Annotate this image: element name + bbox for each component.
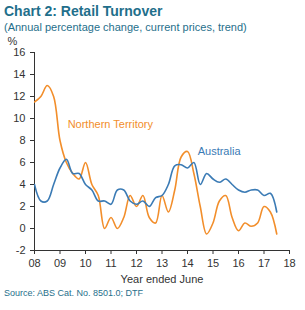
svg-text:12: 12 xyxy=(13,90,25,102)
svg-text:Northern Territory: Northern Territory xyxy=(68,118,154,130)
svg-text:15: 15 xyxy=(207,257,219,269)
svg-text:Year ended June: Year ended June xyxy=(121,273,204,285)
svg-text:16: 16 xyxy=(13,46,25,58)
svg-text:10: 10 xyxy=(13,112,25,124)
svg-text:14: 14 xyxy=(181,257,193,269)
html-text:Chart 2: Retail Turnover: Chart 2: Retail Turnover xyxy=(4,3,163,19)
svg-text:17: 17 xyxy=(258,257,270,269)
svg-text:18: 18 xyxy=(283,257,295,269)
svg-text:6: 6 xyxy=(19,156,25,168)
svg-text:-2: -2 xyxy=(16,244,26,256)
svg-text:2: 2 xyxy=(19,200,25,212)
svg-text:11: 11 xyxy=(105,257,116,269)
svg-text:8: 8 xyxy=(19,134,25,146)
svg-text:16: 16 xyxy=(232,257,244,269)
svg-text:12: 12 xyxy=(130,257,142,269)
svg-text:13: 13 xyxy=(156,257,168,269)
html-text:(Annual percentage change, cur: (Annual percentage change, current price… xyxy=(4,21,247,33)
svg-text:08: 08 xyxy=(28,257,40,269)
svg-text:%: % xyxy=(8,35,18,47)
svg-text:Australia: Australia xyxy=(198,145,242,157)
svg-text:09: 09 xyxy=(54,257,66,269)
html-text:Source: ABS Cat. No. 8501.0; D: Source: ABS Cat. No. 8501.0; DTF xyxy=(4,288,144,298)
svg-text:0: 0 xyxy=(19,222,25,234)
svg-text:10: 10 xyxy=(79,257,91,269)
svg-text:4: 4 xyxy=(19,178,25,190)
svg-text:14: 14 xyxy=(13,68,25,80)
